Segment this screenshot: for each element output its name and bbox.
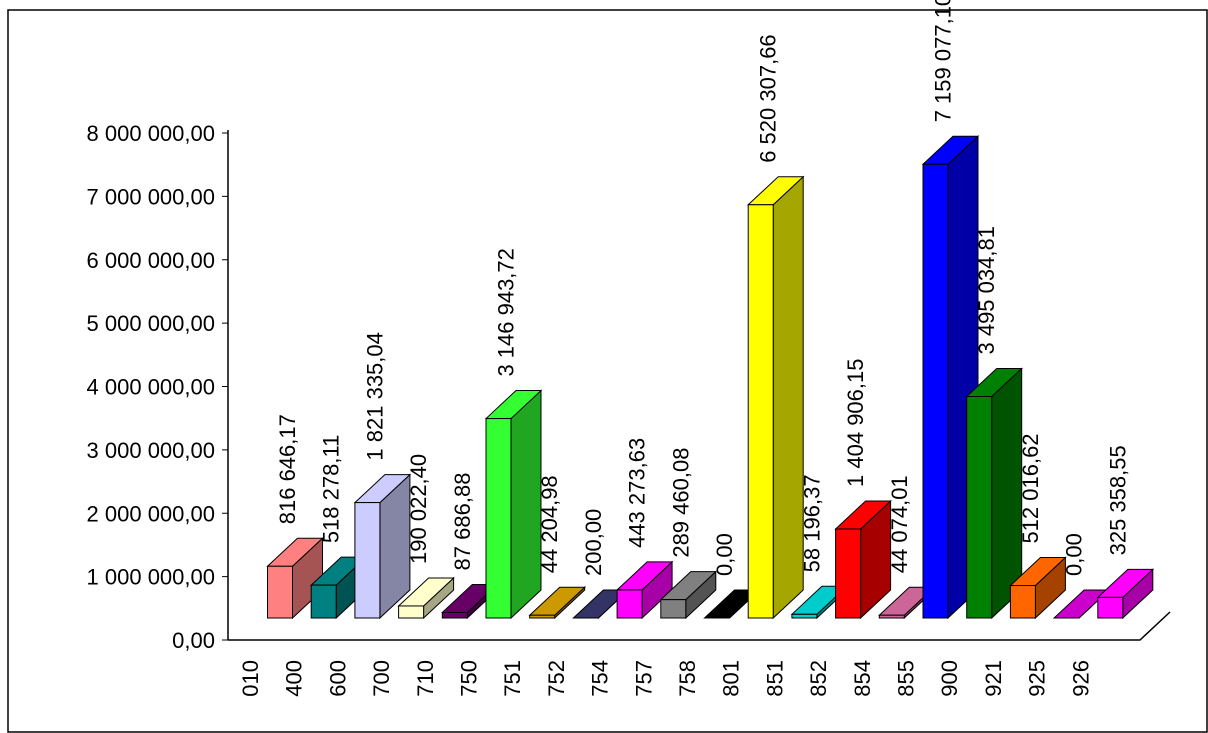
data-label: 6 520 307,66 (756, 34, 781, 162)
bar (267, 565, 293, 619)
y-tick-label: 8 000 000,00 (87, 121, 215, 146)
y-tick-label: 0,00 (172, 628, 215, 653)
x-tick-label: 854 (850, 660, 875, 697)
bar (529, 614, 556, 619)
data-label: 0,00 (712, 533, 737, 576)
x-tick-label: 758 (675, 660, 700, 697)
x-tick-label: 757 (631, 660, 656, 697)
data-label: 1 404 906,15 (843, 358, 868, 486)
data-label: 1 821 335,04 (362, 332, 387, 460)
x-tick-label: 926 (1068, 660, 1093, 697)
bar (747, 204, 774, 619)
data-label: 44 204,98 (537, 475, 562, 573)
y-tick-label: 4 000 000,00 (87, 375, 215, 400)
bar (398, 605, 425, 619)
y-tick-label: 6 000 000,00 (87, 248, 215, 273)
data-label: 3 146 943,72 (494, 248, 519, 376)
x-tick-label: 855 (894, 660, 919, 697)
data-label: 518 278,11 (319, 435, 344, 543)
bar (966, 396, 993, 619)
y-tick-label: 1 000 000,00 (87, 565, 215, 590)
x-tick-label: 925 (1025, 660, 1050, 697)
y-tick-label: 7 000 000,00 (87, 184, 215, 209)
x-tick-label: 750 (457, 660, 482, 697)
data-label: 200,00 (581, 509, 606, 576)
data-label: 289 460,08 (668, 448, 693, 558)
x-tick-label: 752 (544, 660, 569, 697)
data-label: 190 022,40 (406, 454, 431, 564)
bar (922, 163, 949, 619)
bar (310, 584, 337, 619)
bar (660, 599, 687, 619)
bar (1009, 585, 1036, 619)
data-label: 0,00 (1062, 533, 1087, 576)
frame (7, 9, 1208, 733)
data-label: 3 495 034,81 (974, 226, 999, 354)
bar (835, 528, 862, 619)
data-label: 512 016,62 (1018, 433, 1043, 543)
x-tick-label: 700 (369, 660, 394, 697)
x-tick-label: 710 (413, 660, 438, 697)
data-label: 87 686,88 (450, 473, 475, 571)
x-tick-label: 852 (806, 660, 831, 697)
data-label: 7 159 077,10 (931, 0, 956, 122)
bar (878, 614, 905, 619)
data-label: 325 358,55 (1105, 445, 1130, 555)
x-tick-label: 010 (238, 660, 263, 697)
bar (485, 418, 512, 619)
x-tick-label: 921 (981, 660, 1006, 697)
y-tick-label: 5 000 000,00 (87, 311, 215, 336)
bar (616, 589, 643, 619)
data-label: 58 196,37 (799, 474, 824, 572)
data-label: 443 273,63 (625, 438, 650, 548)
x-tick-label: 600 (325, 660, 350, 697)
bar (791, 613, 818, 619)
y-tick-label: 3 000 000,00 (87, 438, 215, 463)
data-label: 816 646,17 (275, 414, 300, 524)
bar (441, 611, 468, 619)
bar (354, 502, 381, 619)
data-label: 44 074,01 (887, 475, 912, 573)
y-tick-label: 2 000 000,00 (87, 501, 215, 526)
x-tick-label: 400 (282, 660, 307, 697)
x-tick-label: 851 (762, 660, 787, 697)
x-tick-label: 900 (937, 660, 962, 697)
floor (228, 611, 1171, 641)
bar (1097, 596, 1124, 619)
x-tick-label: 754 (588, 660, 613, 697)
x-tick-label: 801 (719, 660, 744, 697)
x-tick-label: 751 (500, 660, 525, 697)
